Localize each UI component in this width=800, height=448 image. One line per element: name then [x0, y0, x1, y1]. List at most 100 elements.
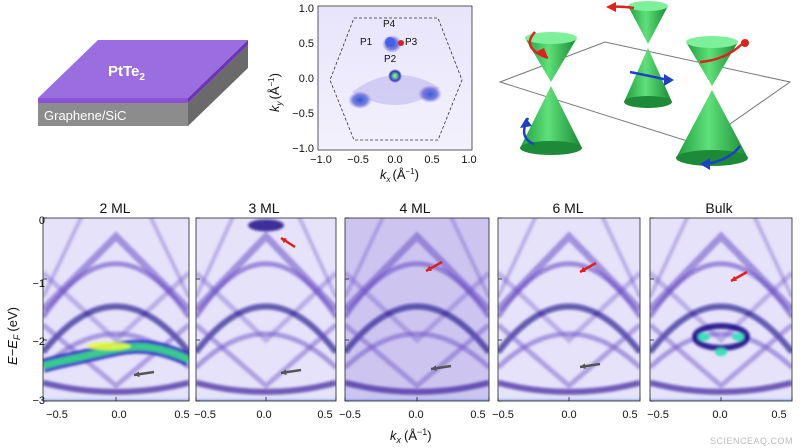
fs-point-p3: P3 — [405, 37, 418, 48]
arrow-gray-3ml — [280, 368, 302, 376]
band — [196, 218, 336, 299]
arrow-gray-4ml — [430, 364, 452, 372]
band — [345, 218, 489, 299]
band — [43, 303, 189, 355]
band — [650, 271, 792, 344]
arpes-panel-4ml — [344, 217, 490, 402]
lower-cone-left — [520, 86, 582, 155]
band — [650, 303, 792, 355]
panel-title-3ml: 3 ML — [248, 200, 279, 216]
fs-xtick: −1.0 — [310, 154, 332, 166]
arpes-xtick: 0.5 — [771, 409, 786, 421]
band — [43, 379, 189, 395]
panel-title-6ml: 6 ML — [552, 200, 583, 216]
upper-cone-left — [525, 32, 577, 82]
fs-xticks: −1.0 −0.5 0.0 0.5 1.0 — [310, 154, 477, 166]
arpes-xtick: 0.0 — [111, 409, 126, 421]
fermi-surface-map: P4 P1 P3 P2 −1.0 −0.5 0.0 0.5 1.0 1.0 0.… — [267, 3, 477, 184]
arpes-panels — [42, 217, 793, 402]
fs-ytick: 1.0 — [299, 3, 314, 15]
arpes-xtick: 0.0 — [561, 409, 576, 421]
panel-background — [196, 218, 336, 401]
hot-spot — [732, 332, 745, 341]
band — [650, 322, 792, 390]
band — [498, 322, 640, 390]
band — [345, 261, 489, 319]
fs-ytick: −1.0 — [292, 143, 314, 155]
band — [650, 379, 792, 395]
arpes-xtick: −0.5 — [46, 409, 68, 421]
watermark: SCIENCEAQ.COM — [710, 436, 793, 446]
band — [345, 379, 489, 395]
panel-background — [498, 218, 640, 401]
hot-spot — [86, 342, 131, 351]
band — [650, 331, 792, 370]
arrow-red-bulk — [730, 270, 748, 283]
arpes-yticks: 0 −1 −2 −3 — [32, 215, 45, 407]
band — [498, 271, 640, 344]
dirac-cones-schematic — [498, 1, 792, 170]
arpes-xtick: 0.0 — [256, 409, 271, 421]
hot-spot — [715, 348, 727, 357]
arpes-xtick: 0.5 — [470, 409, 485, 421]
arpes-panel-3ml — [195, 217, 337, 402]
arpes-ytick: −3 — [32, 395, 45, 407]
band — [196, 322, 336, 390]
arrow-red-4ml — [425, 260, 443, 273]
fs-point-p2: P2 — [384, 54, 397, 65]
band — [196, 261, 336, 319]
spin-arrow-red-left — [528, 31, 549, 60]
arrow-gray-2ml — [133, 370, 155, 378]
arrow-gray-6ml — [579, 362, 601, 370]
arpes-panel-2ml — [42, 217, 190, 402]
panel-background — [345, 218, 489, 401]
arpes-xtick: −0.5 — [492, 409, 514, 421]
arpes-xtick: 0.0 — [712, 409, 727, 421]
sample-schematic: PtTe2 Graphene/SiC — [38, 40, 248, 126]
fs-ylabel: ky(Å−1) — [267, 73, 284, 112]
hot-spot — [697, 332, 710, 341]
fs-ytick: 0.5 — [299, 38, 314, 50]
arpes-ylabel: E−EF(eV) — [5, 307, 22, 365]
spin-arrow-red-right — [699, 43, 743, 64]
band — [498, 331, 640, 370]
band — [498, 379, 640, 395]
upper-cone-right — [686, 36, 738, 86]
arpes-xtick: −0.5 — [647, 409, 669, 421]
upper-cone-middle — [628, 1, 668, 44]
band — [196, 303, 336, 355]
band — [43, 271, 189, 344]
band — [43, 261, 189, 319]
arpes-ytick: −1 — [32, 278, 45, 290]
band — [196, 379, 336, 395]
band — [43, 218, 189, 299]
arrow-red-3ml — [280, 236, 296, 249]
arpes-xticks: −0.5 0.0 0.5 −0.5 0.0 0.5 −0.5 0.0 0.5 −… — [46, 409, 787, 421]
arpes-ytick: 0 — [39, 215, 45, 227]
band — [196, 271, 336, 344]
band — [345, 271, 489, 344]
fs-xtick: −0.5 — [347, 154, 369, 166]
film-label: PtTe2 — [108, 63, 145, 83]
fs-xtick: 1.0 — [461, 154, 476, 166]
arrow-red-6ml — [579, 261, 597, 274]
fs-xtick: 0.0 — [387, 154, 402, 166]
arpes-xtick: 0.5 — [622, 409, 637, 421]
arpes-xtick: −0.5 — [194, 409, 216, 421]
fs-ytick: 0.0 — [299, 73, 314, 85]
band — [498, 303, 640, 355]
band — [650, 261, 792, 319]
band — [345, 331, 489, 370]
arpes-ytick: −2 — [32, 336, 45, 348]
panel-titles: 2 ML 3 ML 4 ML 6 ML Bulk — [99, 200, 733, 216]
ring-band — [692, 322, 750, 351]
panel-background — [43, 218, 189, 401]
lower-cone-right — [676, 90, 748, 166]
arpes-panel-bulk — [649, 217, 793, 402]
arpes-xtick: 0.0 — [408, 409, 423, 421]
arpes-xtick: −0.5 — [339, 409, 361, 421]
fs-point-p1: P1 — [360, 37, 373, 48]
band — [650, 218, 792, 299]
arpes-panel-6ml — [497, 217, 641, 402]
